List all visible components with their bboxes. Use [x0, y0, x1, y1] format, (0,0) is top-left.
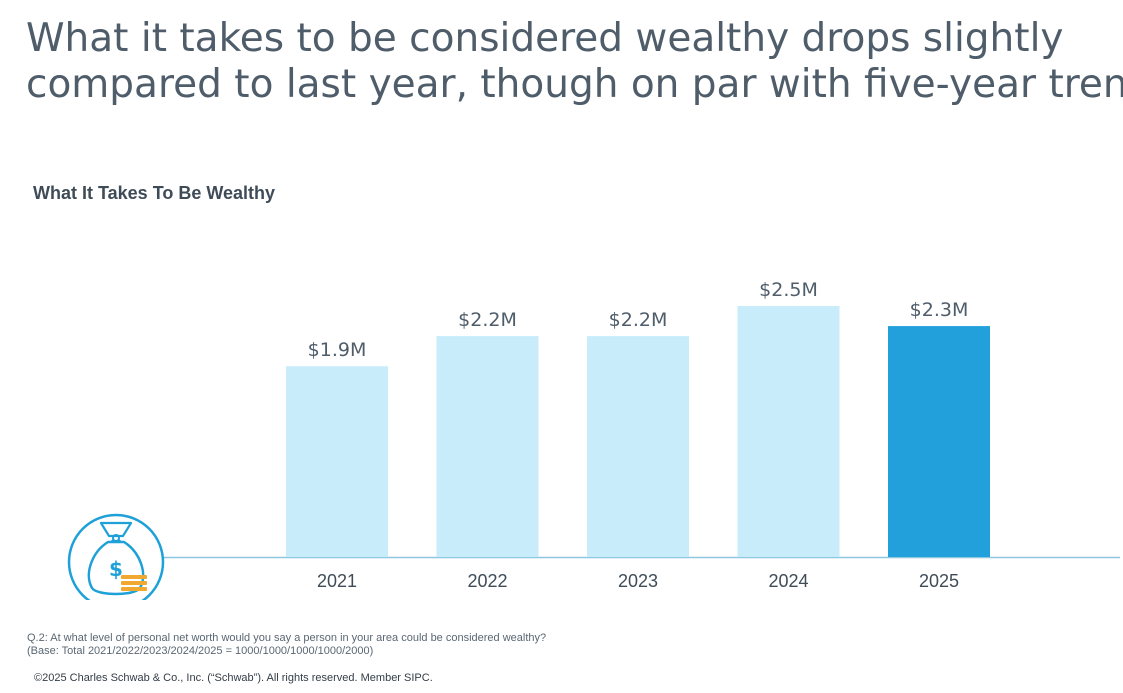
- chart-title: What It Takes To Be Wealthy: [33, 183, 276, 203]
- money-bag-icon: $: [67, 513, 165, 600]
- bar-2021: [286, 366, 388, 557]
- x-tick-label-2021: 2021: [317, 571, 357, 591]
- bar-2022: [436, 336, 539, 557]
- footnote-base: (Base: Total 2021/2022/2023/2024/2025 = …: [27, 645, 374, 657]
- bar-chart: $1.9M 2021 $2.2M 2022 $2.2M 2023 $2.5M 2024 $2.3…: [67, 279, 1120, 600]
- page-headline: What it takes to be considered wealthy d…: [26, 16, 1123, 108]
- bar-2025: [888, 326, 990, 557]
- headline-line-2: compared to last year, though on par wit…: [26, 62, 1123, 107]
- data-label-2023: $2.2M: [609, 309, 668, 331]
- data-label-2025: $2.3M: [910, 299, 969, 321]
- headline-line-1: What it takes to be considered wealthy d…: [26, 16, 1064, 61]
- bar-group: $1.9M 2021 $2.2M 2022 $2.2M 2023 $2.5M 2024 $2.3…: [286, 279, 990, 591]
- copyright: ©2025 Charles Schwab & Co., Inc. (“Schwa…: [34, 672, 433, 684]
- x-tick-label-2022: 2022: [467, 571, 507, 591]
- data-label-2021: $1.9M: [308, 339, 367, 361]
- footnote-question: Q.2: At what level of personal net worth…: [27, 632, 547, 644]
- x-tick-label-2023: 2023: [618, 571, 658, 591]
- x-tick-label-2024: 2024: [768, 571, 808, 591]
- footnote: Q.2: At what level of personal net worth…: [27, 632, 546, 658]
- data-label-2022: $2.2M: [458, 309, 517, 331]
- bar-2023: [587, 336, 689, 557]
- data-label-2024: $2.5M: [759, 279, 818, 301]
- bar-2024: [737, 306, 840, 557]
- svg-text:$: $: [109, 557, 123, 581]
- x-tick-label-2025: 2025: [919, 571, 959, 591]
